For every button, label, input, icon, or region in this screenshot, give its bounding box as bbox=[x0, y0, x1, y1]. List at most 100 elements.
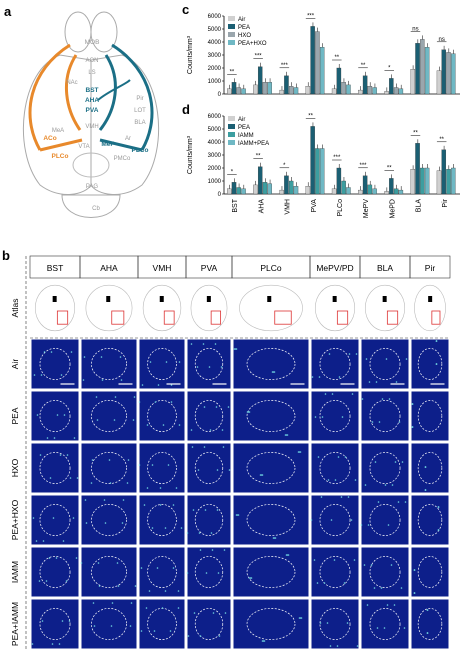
cell-dot bbox=[217, 572, 220, 574]
brain-label-ls: LS bbox=[88, 70, 95, 76]
atlas-section bbox=[239, 284, 303, 332]
y-tick-label: 6000 bbox=[208, 114, 222, 120]
roi-outline bbox=[147, 400, 177, 432]
y-tick-label: 3000 bbox=[208, 53, 222, 59]
legend-entry: IAMM+PEA bbox=[238, 141, 269, 147]
cell-dot bbox=[319, 622, 322, 624]
atlas-roi-box bbox=[210, 310, 222, 325]
cell-dot bbox=[140, 567, 143, 569]
cell-dot bbox=[59, 454, 62, 456]
tissue-image bbox=[81, 547, 137, 597]
cell-dot bbox=[52, 517, 55, 519]
roi-outline bbox=[39, 452, 71, 484]
bar bbox=[336, 167, 342, 195]
roi-outline bbox=[39, 348, 71, 380]
cell-dot bbox=[122, 499, 125, 501]
roi-outline bbox=[194, 400, 224, 432]
cell-dot bbox=[347, 496, 350, 498]
bar bbox=[424, 167, 430, 195]
brain-label-cb: Cb bbox=[92, 206, 100, 212]
cell-dot bbox=[390, 564, 393, 566]
cell-dot bbox=[95, 396, 98, 398]
cell-dot bbox=[111, 602, 114, 604]
bar bbox=[226, 88, 232, 95]
sig-label: * bbox=[388, 65, 391, 71]
legend-entry: Air bbox=[238, 17, 245, 23]
bar bbox=[231, 182, 237, 195]
tissue-image bbox=[187, 443, 231, 493]
panel-label-a: a bbox=[4, 4, 12, 19]
bar bbox=[367, 184, 373, 195]
bar bbox=[410, 169, 416, 195]
row-label: PEA bbox=[10, 407, 20, 424]
roi-outline bbox=[319, 556, 351, 588]
bar bbox=[315, 31, 320, 95]
bar bbox=[279, 89, 284, 95]
cell-dot bbox=[134, 585, 137, 587]
bar bbox=[362, 75, 368, 95]
sig-label: * bbox=[231, 169, 234, 175]
y-tick-label: 1000 bbox=[208, 79, 222, 85]
tissue-image bbox=[81, 599, 137, 649]
tissue-image bbox=[139, 391, 185, 441]
column-header: BLA bbox=[377, 263, 393, 273]
roi-outline bbox=[246, 556, 296, 588]
cell-dot bbox=[192, 509, 195, 511]
cell-dot bbox=[413, 569, 416, 571]
tissue-image bbox=[187, 547, 231, 597]
panel-label-c: c bbox=[182, 4, 189, 17]
bar bbox=[288, 86, 294, 95]
brain-label-lot: LOT bbox=[134, 108, 146, 114]
cell-dot bbox=[172, 567, 175, 569]
sig-label: * bbox=[283, 163, 286, 169]
x-tick-label: BLA bbox=[416, 199, 423, 213]
bar bbox=[253, 84, 258, 95]
cell-dot bbox=[32, 517, 35, 519]
atlas-cell bbox=[233, 280, 309, 336]
histology-grid: b BST AHA VMH PVA PLCo MePV/PD BLA Pir Atlas Air PE… bbox=[2, 248, 451, 649]
y-tick-label: 0 bbox=[218, 192, 222, 198]
sig-label: ** bbox=[334, 55, 339, 61]
cell-dot bbox=[53, 437, 56, 439]
x-tick-label: BST bbox=[232, 198, 239, 212]
cell-dot bbox=[373, 587, 376, 589]
bar bbox=[305, 86, 311, 95]
cell-dot bbox=[203, 406, 206, 408]
cell-dot bbox=[75, 557, 78, 559]
cell-dot bbox=[311, 376, 314, 378]
atlas-ventricle bbox=[206, 296, 211, 302]
legend-entry: PEA+HXO bbox=[238, 41, 267, 47]
cell-dot bbox=[175, 487, 178, 489]
cell-dot bbox=[246, 411, 249, 413]
bar bbox=[420, 167, 425, 195]
cell-dot bbox=[91, 459, 94, 461]
bar bbox=[415, 143, 420, 195]
cell-dot bbox=[140, 630, 143, 632]
cell-dot bbox=[170, 401, 173, 403]
cell-dot bbox=[210, 532, 213, 534]
brain-label-ar: Ar bbox=[125, 136, 131, 142]
tissue-image bbox=[31, 339, 79, 389]
bar bbox=[389, 78, 394, 95]
cell-dot bbox=[199, 635, 202, 637]
column-header-cell bbox=[409, 255, 451, 279]
tissue-image bbox=[139, 339, 185, 389]
bar bbox=[279, 189, 284, 195]
cell-dot bbox=[377, 501, 380, 503]
cell-dot bbox=[130, 602, 133, 604]
cell-dot bbox=[216, 469, 219, 471]
cell-dot bbox=[145, 607, 148, 609]
cell-dot bbox=[351, 393, 354, 395]
y-tick-label: 5000 bbox=[208, 127, 222, 133]
cell-dot bbox=[333, 559, 336, 561]
cell-dot bbox=[336, 645, 339, 647]
bar bbox=[420, 39, 425, 95]
x-tick-label: MePD bbox=[389, 199, 396, 218]
cell-dot bbox=[383, 627, 386, 629]
roi-outline bbox=[147, 504, 177, 536]
tissue-image bbox=[361, 495, 409, 545]
cell-dot bbox=[376, 627, 379, 629]
x-tick-label: Pir bbox=[442, 198, 449, 207]
bar bbox=[372, 87, 377, 95]
cell-dot bbox=[108, 459, 111, 461]
